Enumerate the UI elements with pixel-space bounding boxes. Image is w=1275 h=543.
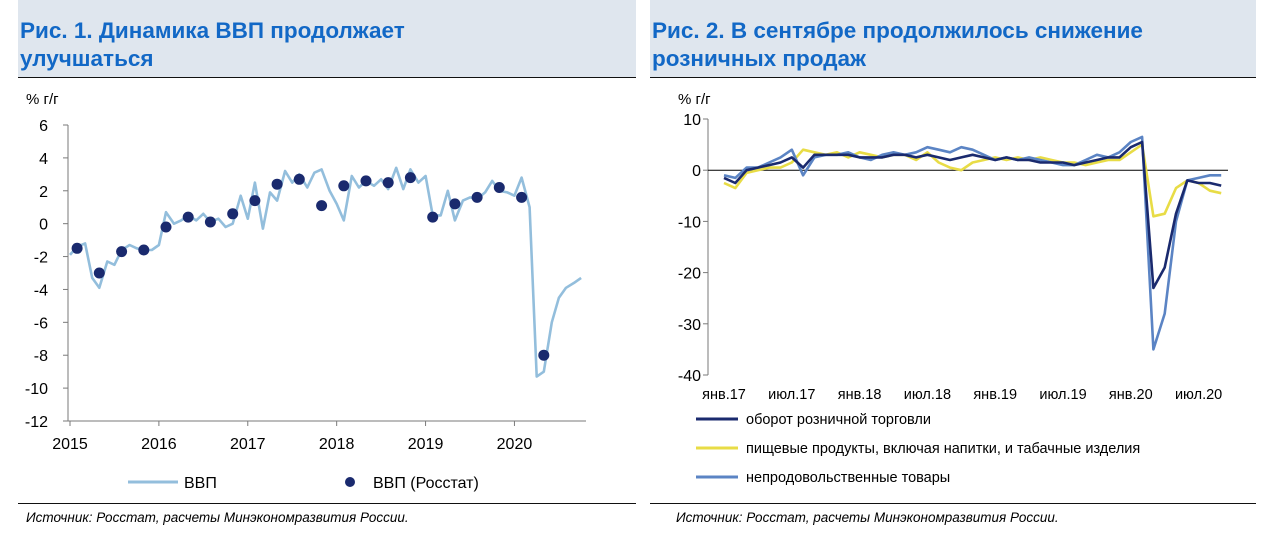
gdp-x-tick-label: 2020 bbox=[497, 436, 533, 453]
gdp-y-tick-label: 2 bbox=[39, 184, 48, 201]
right-figure-title: Рис. 2. В сентябре продолжилось снижение… bbox=[650, 0, 1256, 73]
retail-x-tick-label: июл.18 bbox=[904, 387, 951, 403]
gdp-y-tick-label: -2 bbox=[34, 250, 48, 267]
retail-y-tick-label: -30 bbox=[678, 317, 701, 334]
left-title-box: Рис. 1. Динамика ВВП продолжает улучшать… bbox=[18, 0, 636, 78]
gdp-y-tick-label: -8 bbox=[34, 348, 48, 365]
retail-x-tick-label: янв.19 bbox=[973, 387, 1017, 403]
gdp-y-tick-label: 0 bbox=[39, 217, 48, 234]
retail-x-tick-label: янв.18 bbox=[838, 387, 882, 403]
gdp-rosstat-point bbox=[293, 173, 305, 185]
gdp-legend: ВВП ВВП (Росстат) bbox=[128, 475, 479, 492]
gdp-rosstat-point bbox=[382, 177, 394, 189]
retail-x-tick-label: янв.17 bbox=[702, 387, 746, 403]
gdp-rosstat-point bbox=[160, 221, 172, 233]
gdp-rosstat-point bbox=[404, 172, 416, 184]
gdp-x-tick-label: 2018 bbox=[319, 436, 355, 453]
gdp-rosstat-point bbox=[249, 195, 261, 207]
gdp-rosstat-point bbox=[93, 267, 105, 279]
right-title-line2: розничных продаж bbox=[652, 46, 866, 71]
gdp-rosstat-point bbox=[316, 200, 328, 212]
retail-x-tick-label: июл.19 bbox=[1039, 387, 1086, 403]
left-figure-panel: Рис. 1. Динамика ВВП продолжает улучшать… bbox=[18, 0, 636, 525]
gdp-rosstat-point bbox=[71, 242, 83, 254]
gdp-rosstat-point bbox=[516, 191, 528, 203]
right-source-rule bbox=[650, 503, 1256, 504]
right-source-note: Источник: Росстат, расчеты Минэкономразв… bbox=[676, 510, 1059, 525]
legend-item-retail-total-label: оборот розничной торговли bbox=[746, 412, 931, 428]
gdp-x-tick-label: 2016 bbox=[141, 436, 177, 453]
gdp-rosstat-point bbox=[138, 244, 150, 256]
gdp-rosstat-point bbox=[427, 211, 439, 223]
gdp-x-tick-label: 2019 bbox=[408, 436, 444, 453]
gdp-rosstat-point bbox=[204, 216, 216, 228]
gdp-rosstat-point bbox=[271, 178, 283, 190]
gdp-rosstat-point bbox=[116, 246, 128, 258]
retail-x-tick-label: июл.20 bbox=[1175, 387, 1222, 403]
legend-label-gdp-rosstat: ВВП (Росстат) bbox=[373, 475, 479, 492]
gdp-rosstat-point bbox=[227, 208, 239, 220]
retail-total-line bbox=[723, 140, 1222, 290]
gdp-rosstat-point bbox=[360, 175, 372, 187]
right-title-box: Рис. 2. В сентябре продолжилось снижение… bbox=[650, 0, 1256, 78]
gdp-line-series bbox=[69, 166, 582, 378]
gdp-rosstat-point bbox=[538, 349, 550, 361]
gdp-y-tick-label: 4 bbox=[39, 151, 48, 168]
gdp-y-tick-label: 6 bbox=[39, 118, 48, 135]
left-figure-title: Рис. 1. Динамика ВВП продолжает улучшать… bbox=[18, 0, 636, 73]
gdp-rosstat-point bbox=[471, 191, 483, 203]
retail-y-tick-label: 0 bbox=[692, 163, 701, 180]
gdp-x-tick-label: 2017 bbox=[230, 436, 266, 453]
gdp-x-tick-label: 2015 bbox=[52, 436, 88, 453]
gdp-rosstat-point bbox=[338, 180, 350, 192]
retail-y-tick-label: -10 bbox=[678, 214, 701, 231]
retail-y-tick-label: -40 bbox=[678, 368, 701, 385]
gdp-y-tick-label: -12 bbox=[25, 414, 48, 431]
gdp-y-tick-label: -4 bbox=[34, 282, 48, 299]
right-figure-panel: Рис. 2. В сентябре продолжилось снижение… bbox=[650, 0, 1256, 525]
legend-dot-swatch-gdp-rosstat bbox=[345, 477, 355, 487]
retail-y-tick-label: -20 bbox=[678, 266, 701, 283]
gdp-rosstat-point bbox=[182, 211, 194, 223]
retail-legend: оборот розничной торговли пищевые продукт… bbox=[696, 412, 1140, 486]
retail-nonfood-line bbox=[723, 135, 1222, 351]
retail-y-tick-label: 10 bbox=[683, 112, 701, 129]
legend-label-gdp: ВВП bbox=[184, 475, 217, 492]
gdp-y-tick-label: -10 bbox=[25, 381, 48, 398]
legend-item-retail-nonfood-label: непродовольственные товары bbox=[746, 470, 950, 486]
left-title-line2: улучшаться bbox=[20, 46, 154, 71]
retail-x-tick-label: июл.17 bbox=[768, 387, 815, 403]
retail-food-line bbox=[723, 143, 1222, 218]
left-source-rule bbox=[18, 503, 636, 504]
retail-y-axis-label: % г/г bbox=[678, 91, 711, 108]
legend-item-retail-food-label: пищевые продукты, включая напитки, и таб… bbox=[746, 441, 1140, 457]
gdp-rosstat-point bbox=[493, 182, 505, 193]
left-title-line1: Рис. 1. Динамика ВВП продолжает bbox=[20, 18, 405, 43]
retail-x-tick-label: янв.20 bbox=[1109, 387, 1153, 403]
gdp-y-axis-label: % г/г bbox=[26, 91, 59, 108]
gdp-rosstat-point bbox=[449, 198, 461, 210]
gdp-y-tick-label: -6 bbox=[34, 315, 48, 332]
right-title-line1: Рис. 2. В сентябре продолжилось снижение bbox=[652, 18, 1143, 43]
left-source-note: Источник: Росстат, расчеты Минэкономразв… bbox=[26, 510, 409, 525]
